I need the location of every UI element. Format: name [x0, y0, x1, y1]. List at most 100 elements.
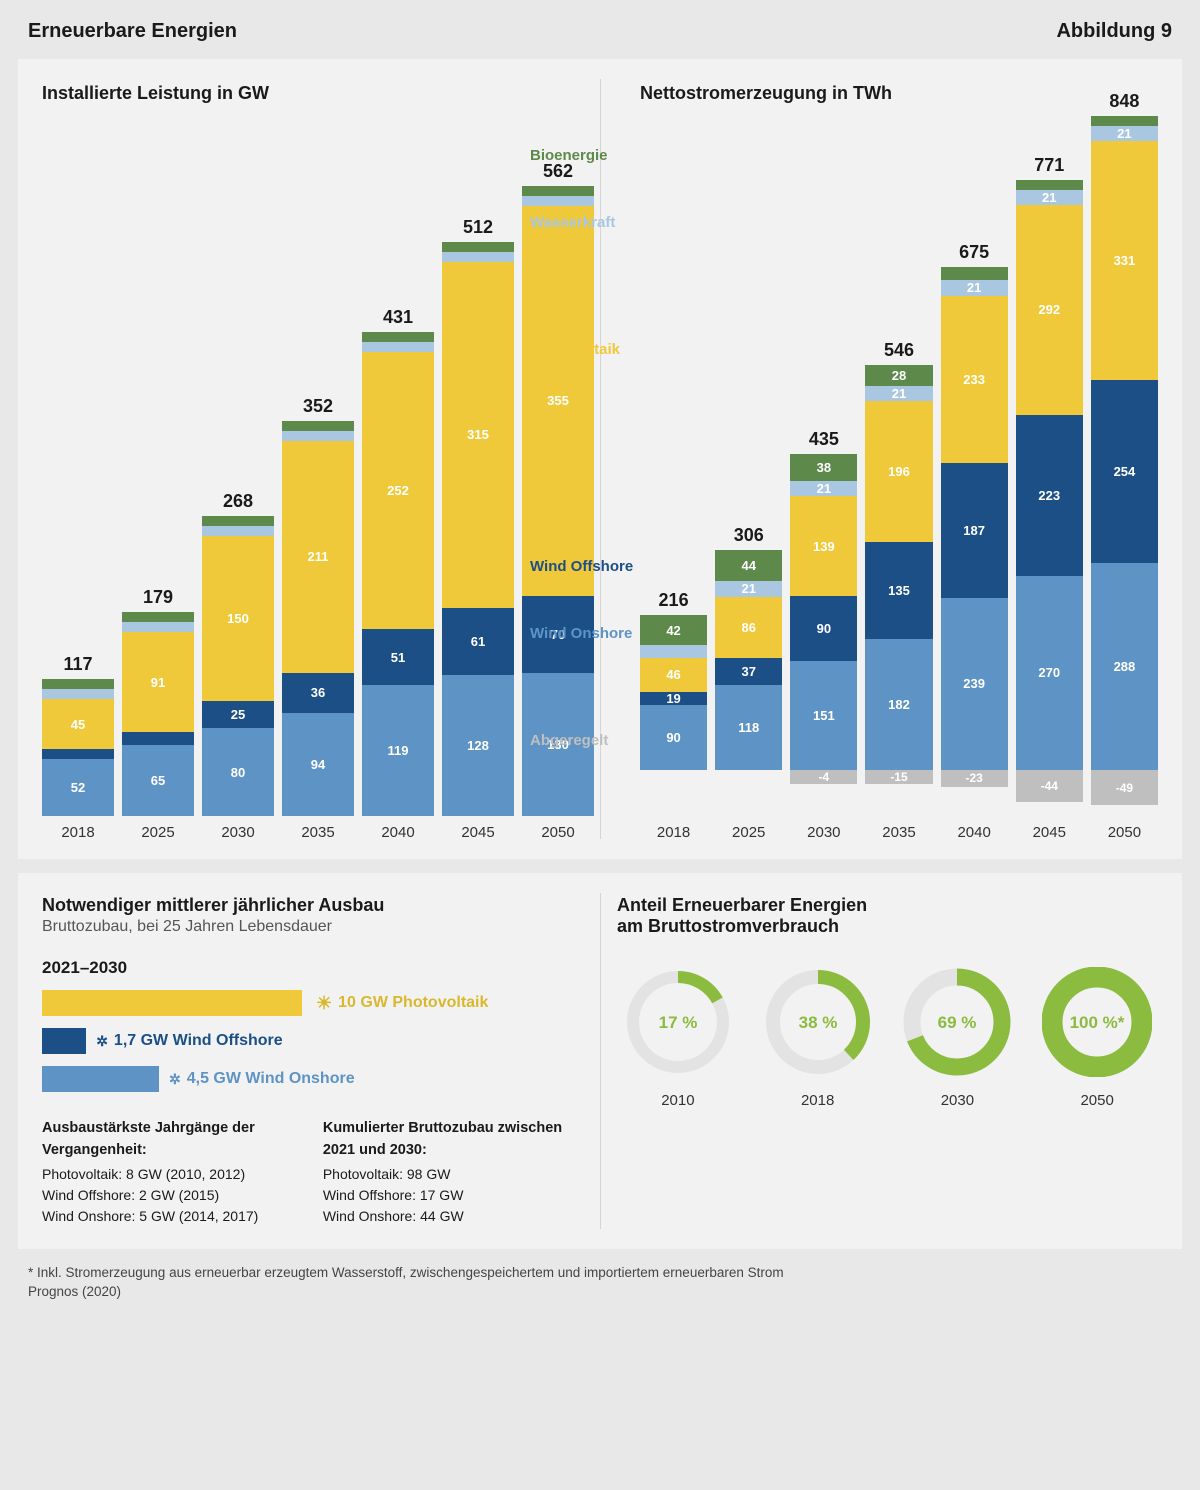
- bar-slot: 84828825433121-49: [1091, 91, 1158, 816]
- year-label: 2045: [1016, 824, 1083, 841]
- seg-onshore: 130: [522, 673, 594, 816]
- seg-pv: 315: [442, 262, 514, 609]
- seg-hydro: 21: [941, 280, 1008, 295]
- bottom-panel: Notwendiger mittlerer jährlicher Ausbau …: [18, 873, 1182, 1249]
- donut-pct-label: 38 %: [798, 1013, 837, 1032]
- donut-svg: 69 %: [902, 967, 1012, 1077]
- seg-pv: 233: [941, 296, 1008, 464]
- seg-bio: 44: [715, 550, 782, 582]
- bar-slot: 21690194642: [640, 590, 707, 816]
- share-title-2: am Bruttostromverbrauch: [617, 916, 1158, 937]
- buildout-notes-right: Kumulierter Bruttozubau zwischen 2021 un…: [323, 1118, 583, 1227]
- donut-2010: 17 %2010: [617, 967, 739, 1109]
- bar-total: 431: [383, 307, 413, 328]
- notes-right-l3: Wind Onshore: 44 GW: [323, 1206, 583, 1227]
- seg-hydro: [282, 431, 354, 441]
- hbar-bar: [42, 1028, 86, 1054]
- seg-onshore: 65: [122, 745, 194, 817]
- figure-number: Abbildung 9: [1056, 20, 1172, 43]
- bar-total: 675: [959, 242, 989, 263]
- year-label: 2018: [640, 824, 707, 841]
- neg-bar: -15: [865, 770, 932, 784]
- seg-onshore: 119: [362, 685, 434, 816]
- donut-pct-label: 17 %: [659, 1013, 698, 1032]
- year-label: 2035: [865, 824, 932, 841]
- buildout-title: Notwendiger mittlerer jährlicher Ausbau: [42, 895, 583, 916]
- seg-bio: [362, 332, 434, 342]
- donut-svg: 100 %*: [1042, 967, 1152, 1077]
- year-label: 2045: [442, 824, 514, 841]
- donut-2050: 100 %*2050: [1036, 967, 1158, 1109]
- seg-onshore: 270: [1016, 576, 1083, 770]
- seg-pv: 150: [202, 536, 274, 701]
- footnote-l1: * Inkl. Stromerzeugung aus erneuerbar er…: [28, 1263, 1172, 1283]
- wind-turbine-icon: ✲: [96, 1033, 108, 1050]
- neg-bar: -23: [941, 770, 1008, 787]
- seg-bio: 38: [790, 454, 857, 481]
- hbar-label-text: 10 GW Photovoltaik: [338, 994, 488, 1012]
- notes-right-l1: Photovoltaik: 98 GW: [323, 1164, 583, 1185]
- bar-total: 512: [463, 217, 493, 238]
- seg-onshore: 52: [42, 759, 114, 816]
- hbar-label-text: 4,5 GW Wind Onshore: [187, 1070, 355, 1088]
- gw-chart: Installierte Leistung in GW 117524517965…: [36, 83, 600, 841]
- seg-onshore: 80: [202, 728, 274, 816]
- year-label: 2025: [122, 824, 194, 841]
- seg-offshore: 37: [715, 658, 782, 685]
- seg-offshore: 135: [865, 542, 932, 639]
- buildout-notes-left: Ausbaustärkste Jahrgänge der Vergangenhe…: [42, 1118, 283, 1227]
- seg-offshore: 19: [640, 692, 707, 706]
- seg-onshore: 94: [282, 713, 354, 816]
- donut-2018: 38 % 2018: [757, 967, 879, 1109]
- seg-hydro: [122, 622, 194, 632]
- year-label: 2030: [790, 824, 857, 841]
- seg-onshore: 182: [865, 639, 932, 770]
- seg-bio: 42: [640, 615, 707, 645]
- bar-total: 771: [1034, 155, 1064, 176]
- bar-slot: 2688025150: [202, 491, 274, 817]
- bar-slot: 77127022329221-44: [1016, 155, 1083, 816]
- bar-total: 117: [63, 654, 92, 675]
- seg-pv: 45: [42, 699, 114, 749]
- seg-onshore: 288: [1091, 563, 1158, 770]
- donut-pct-label: 100 %*: [1070, 1013, 1125, 1032]
- bar-total: 268: [223, 491, 253, 512]
- seg-offshore: [42, 749, 114, 759]
- neg-bar: -4: [790, 770, 857, 784]
- seg-pv: 86: [715, 597, 782, 659]
- donut-svg: 38 %: [763, 967, 873, 1077]
- seg-pv: 46: [640, 658, 707, 691]
- hbar-label-text: 1,7 GW Wind Offshore: [114, 1032, 283, 1050]
- year-label: 2030: [202, 824, 274, 841]
- seg-bio: [522, 186, 594, 196]
- bar-slot: 117 52 45: [42, 654, 114, 816]
- buildout-subtitle: Bruttozubau, bei 25 Jahren Lebensdauer: [42, 918, 583, 936]
- notes-left-l2: Wind Offshore: 2 GW (2015): [42, 1185, 283, 1206]
- seg-bio: [941, 267, 1008, 280]
- year-label: 2040: [362, 824, 434, 841]
- seg-bio: [1016, 180, 1083, 190]
- gw-chart-title: Installierte Leistung in GW: [36, 83, 600, 104]
- bar-slot: 435151901392138-4: [790, 429, 857, 816]
- notes-right-l2: Wind Offshore: 17 GW: [323, 1185, 583, 1206]
- seg-offshore: 223: [1016, 415, 1083, 576]
- donut-year-label: 2018: [757, 1092, 879, 1109]
- hbar-bar: [42, 990, 302, 1016]
- seg-onshore: 128: [442, 675, 514, 816]
- notes-right-heading: Kumulierter Bruttozubau zwischen 2021 un…: [323, 1118, 583, 1162]
- wind-turbine-icon: ✲: [169, 1071, 181, 1088]
- bar-slot: 5461821351962128-15: [865, 340, 932, 816]
- seg-pv: 292: [1016, 205, 1083, 415]
- seg-offshore: 254: [1091, 380, 1158, 563]
- seg-hydro: [42, 689, 114, 699]
- seg-pv: 139: [790, 496, 857, 596]
- seg-hydro: [442, 252, 514, 262]
- year-label: 2025: [715, 824, 782, 841]
- share-section: Anteil Erneuerbarer Energien am Bruttost…: [583, 895, 1158, 1227]
- notes-left-heading: Ausbaustärkste Jahrgänge der Vergangenhe…: [42, 1118, 283, 1162]
- charts-panel: Bioenergie Wasserkraft Photovoltaik Wind…: [18, 59, 1182, 859]
- seg-offshore: 61: [442, 608, 514, 675]
- year-label: 2040: [941, 824, 1008, 841]
- year-label: 2018: [42, 824, 114, 841]
- seg-hydro: [640, 645, 707, 658]
